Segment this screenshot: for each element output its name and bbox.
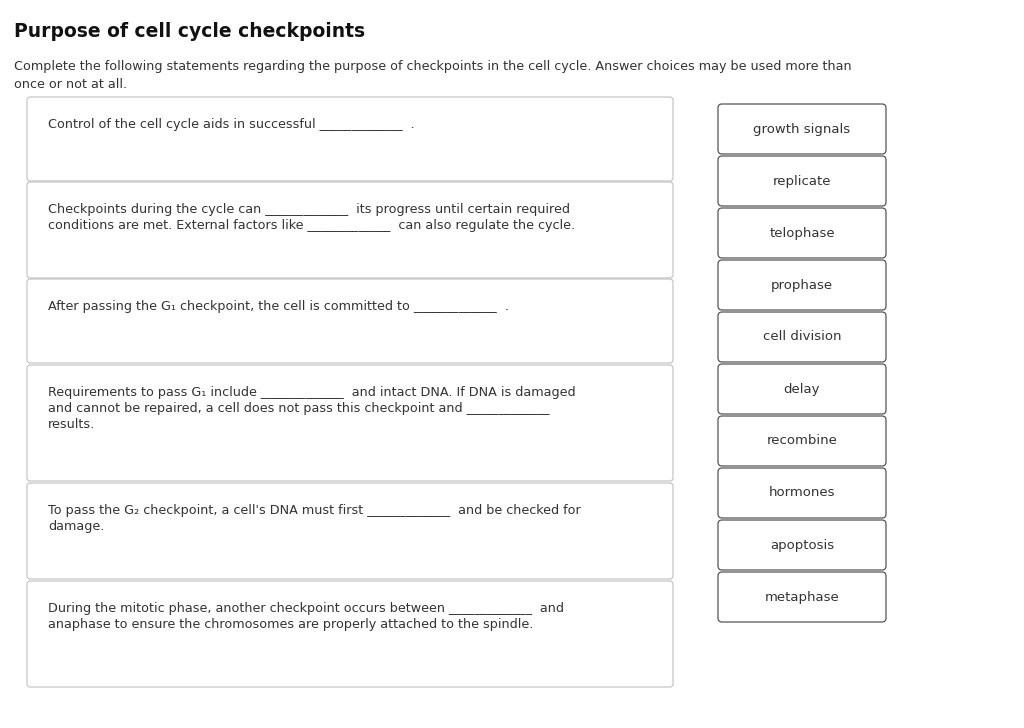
- Text: Complete the following statements regarding the purpose of checkpoints in the ce: Complete the following statements regard…: [14, 60, 852, 73]
- Text: Control of the cell cycle aids in successful _____________  .: Control of the cell cycle aids in succes…: [48, 118, 415, 131]
- FancyBboxPatch shape: [718, 156, 886, 206]
- Text: conditions are met. External factors like _____________  can also regulate the c: conditions are met. External factors lik…: [48, 219, 575, 232]
- Text: and cannot be repaired, a cell does not pass this checkpoint and _____________: and cannot be repaired, a cell does not …: [48, 402, 550, 415]
- FancyBboxPatch shape: [27, 182, 673, 278]
- Text: metaphase: metaphase: [765, 590, 840, 604]
- Text: Purpose of cell cycle checkpoints: Purpose of cell cycle checkpoints: [14, 22, 366, 41]
- FancyBboxPatch shape: [718, 312, 886, 362]
- FancyBboxPatch shape: [27, 97, 673, 181]
- Text: Requirements to pass G₁ include _____________  and intact DNA. If DNA is damaged: Requirements to pass G₁ include ________…: [48, 386, 575, 399]
- Text: During the mitotic phase, another checkpoint occurs between _____________  and: During the mitotic phase, another checkp…: [48, 602, 564, 615]
- Text: recombine: recombine: [767, 435, 838, 448]
- FancyBboxPatch shape: [718, 260, 886, 310]
- FancyBboxPatch shape: [718, 208, 886, 258]
- Text: once or not at all.: once or not at all.: [14, 78, 127, 91]
- FancyBboxPatch shape: [27, 581, 673, 687]
- Text: replicate: replicate: [773, 175, 831, 188]
- Text: growth signals: growth signals: [754, 122, 851, 135]
- Text: After passing the G₁ checkpoint, the cell is committed to _____________  .: After passing the G₁ checkpoint, the cel…: [48, 300, 509, 313]
- Text: telophase: telophase: [769, 226, 835, 240]
- Text: cell division: cell division: [763, 331, 842, 344]
- FancyBboxPatch shape: [718, 104, 886, 154]
- FancyBboxPatch shape: [27, 483, 673, 579]
- Text: anaphase to ensure the chromosomes are properly attached to the spindle.: anaphase to ensure the chromosomes are p…: [48, 618, 534, 631]
- FancyBboxPatch shape: [27, 365, 673, 481]
- Text: delay: delay: [783, 382, 820, 395]
- FancyBboxPatch shape: [718, 572, 886, 622]
- Text: results.: results.: [48, 418, 95, 431]
- Text: prophase: prophase: [771, 279, 834, 291]
- Text: damage.: damage.: [48, 520, 104, 533]
- FancyBboxPatch shape: [718, 520, 886, 570]
- Text: apoptosis: apoptosis: [770, 539, 835, 552]
- FancyBboxPatch shape: [718, 364, 886, 414]
- FancyBboxPatch shape: [27, 279, 673, 363]
- FancyBboxPatch shape: [718, 468, 886, 518]
- Text: hormones: hormones: [769, 486, 836, 499]
- FancyBboxPatch shape: [718, 416, 886, 466]
- Text: Checkpoints during the cycle can _____________  its progress until certain requi: Checkpoints during the cycle can _______…: [48, 203, 570, 216]
- Text: To pass the G₂ checkpoint, a cell's DNA must first _____________  and be checked: To pass the G₂ checkpoint, a cell's DNA …: [48, 504, 581, 517]
